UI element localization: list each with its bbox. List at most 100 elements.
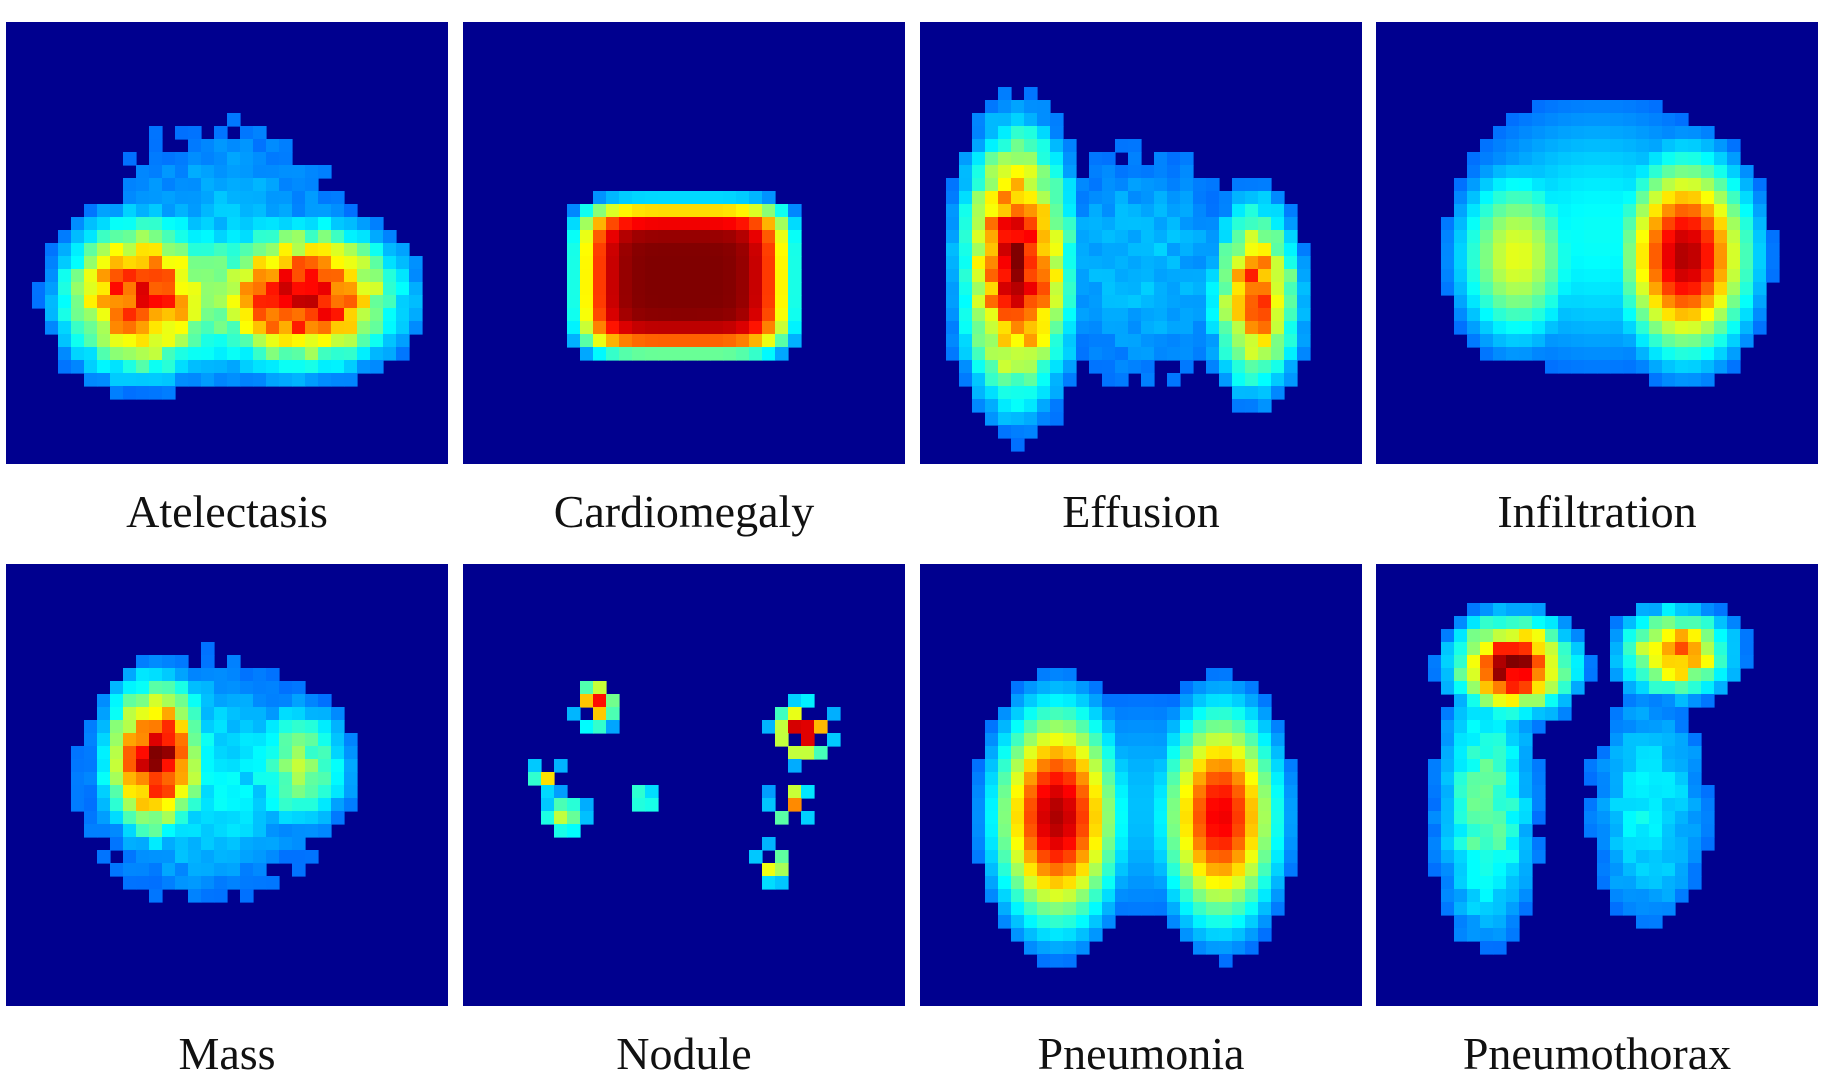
heatmap-cell (1649, 746, 1663, 760)
heatmap-cell (593, 334, 607, 348)
heatmap-cell (1519, 889, 1533, 903)
heatmap-cell (1193, 772, 1207, 786)
heatmap-cell (1662, 295, 1676, 309)
heatmap-cell (1701, 126, 1715, 140)
heatmap-cell (1167, 850, 1181, 864)
heatmap-cell (1193, 785, 1207, 799)
heatmap-cell (1740, 230, 1754, 244)
heatmap-cell (253, 334, 267, 348)
heatmap-cell (266, 668, 280, 682)
heatmap-cell (1662, 850, 1676, 864)
heatmap-cell (240, 373, 254, 387)
heatmap-cell (1219, 256, 1233, 270)
heatmap-cell (227, 720, 241, 734)
heatmap-cell (697, 347, 711, 361)
heatmap-cell (1688, 243, 1702, 257)
heatmap-cell (1493, 772, 1507, 786)
heatmap-cell (1193, 347, 1207, 361)
heatmap-cell (396, 347, 410, 361)
heatmap-cell (1180, 876, 1194, 890)
heatmap-cell (175, 334, 189, 348)
heatmap-cell (1506, 772, 1520, 786)
heatmap-cell (266, 733, 280, 747)
heatmap-cell (1245, 889, 1259, 903)
heatmap-cell (554, 785, 568, 799)
heatmap-cell (1623, 772, 1637, 786)
heatmap-cell (1232, 733, 1246, 747)
heatmap-cell (1284, 308, 1298, 322)
heatmap-cell (1128, 850, 1142, 864)
heatmap-cell (331, 798, 345, 812)
heatmap-cell (149, 126, 163, 140)
heatmap-cell (1232, 681, 1246, 695)
heatmap-cell (1688, 204, 1702, 218)
heatmap-cell (1610, 811, 1624, 825)
heatmap-cell (1219, 373, 1233, 387)
heatmap-cell (253, 347, 267, 361)
heatmap-cell (370, 295, 384, 309)
heatmap-cell (123, 256, 137, 270)
heatmap-cell (1506, 798, 1520, 812)
heatmap-cell (1506, 113, 1520, 127)
heatmap-cell (1193, 863, 1207, 877)
heatmap-cell (1011, 681, 1025, 695)
heatmap-cell (1753, 243, 1767, 257)
heatmap-cell (1519, 629, 1533, 643)
heatmap-cell (1623, 126, 1637, 140)
heatmap-title: Infiltration (1497, 486, 1697, 537)
heatmap-cell (985, 399, 999, 413)
heatmap-cell (357, 321, 371, 335)
heatmap-cell (149, 759, 163, 773)
heatmap-cell (1506, 889, 1520, 903)
heatmap-cell (1037, 902, 1051, 916)
heatmap-cell (292, 811, 306, 825)
heatmap-cell (188, 230, 202, 244)
heatmap-cell (1636, 889, 1650, 903)
heatmap-cell (985, 165, 999, 179)
heatmap-cell (136, 308, 150, 322)
heatmap-cell (84, 269, 98, 283)
heatmap-cell (279, 347, 293, 361)
heatmap-cell (123, 798, 137, 812)
heatmap-cell (1623, 668, 1637, 682)
heatmap-cell (1232, 334, 1246, 348)
heatmap-cell (240, 720, 254, 734)
heatmap-cell (240, 165, 254, 179)
heatmap-cell (1050, 915, 1064, 929)
heatmap-cell (1076, 347, 1090, 361)
heatmap-cell (1206, 204, 1220, 218)
heatmap-cell (1480, 707, 1494, 721)
heatmap-cell (1532, 759, 1546, 773)
heatmap-cell (292, 165, 306, 179)
heatmap-cell (1089, 694, 1103, 708)
heatmap-cell (175, 282, 189, 296)
heatmap-cell (97, 204, 111, 218)
heatmap-cell (1089, 915, 1103, 929)
heatmap-cell (1271, 733, 1285, 747)
heatmap-cell (1258, 204, 1272, 218)
heatmap-cell (1480, 629, 1494, 643)
heatmap-cell (1649, 772, 1663, 786)
heatmap-cell (1050, 113, 1064, 127)
heatmap-cell (1727, 321, 1741, 335)
heatmap-cell (1714, 217, 1728, 231)
heatmap-cell (1454, 928, 1468, 942)
heatmap-cell (1558, 191, 1572, 205)
heatmap-cell (1128, 811, 1142, 825)
heatmap-cell (1024, 746, 1038, 760)
heatmap-cell (162, 191, 176, 205)
heatmap-cell (1193, 681, 1207, 695)
heatmap-cell (1506, 165, 1520, 179)
heatmap-cell (149, 230, 163, 244)
heatmap-cell (1649, 282, 1663, 296)
heatmap-cell (1167, 798, 1181, 812)
heatmap-cell (1597, 230, 1611, 244)
heatmap-cell (1024, 850, 1038, 864)
heatmap-cell (1206, 798, 1220, 812)
heatmap-cell (1493, 668, 1507, 682)
heatmap-cell (1584, 178, 1598, 192)
heatmap-cell (1258, 191, 1272, 205)
heatmap-cell (593, 707, 607, 721)
heatmap-cell (985, 412, 999, 426)
heatmap-cell (1597, 850, 1611, 864)
